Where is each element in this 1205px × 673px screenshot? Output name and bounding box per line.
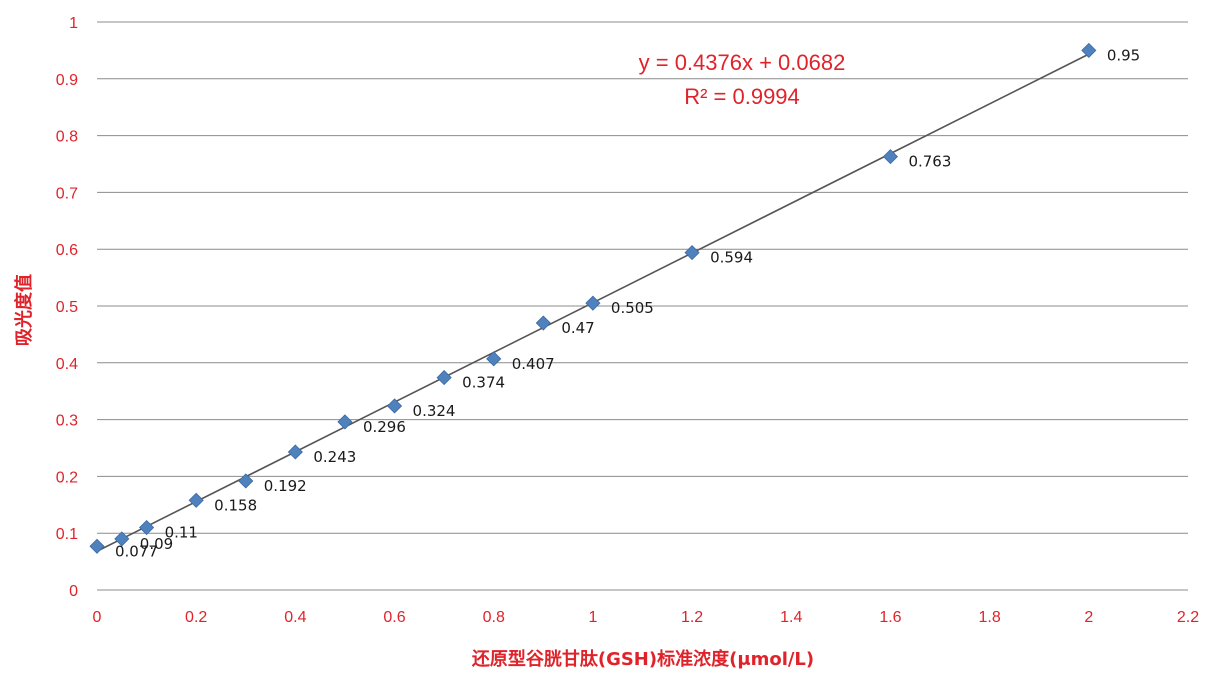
data-labels: 0.0770.090.110.1580.1920.2430.2960.3240.… [115, 46, 1140, 560]
y-tick-label: 0.9 [56, 72, 78, 89]
data-point [685, 246, 699, 260]
data-point [586, 296, 600, 310]
data-point [189, 493, 203, 507]
x-axis-title: 还原型谷胱甘肽(GSH)标准浓度(μmol/L) [471, 648, 814, 670]
y-tick-label: 0 [69, 583, 78, 600]
data-label: 0.324 [413, 402, 456, 420]
data-point [437, 371, 451, 385]
data-point [288, 445, 302, 459]
x-tick-label: 1.2 [681, 609, 703, 626]
r-squared-label: R² = 0.9994 [684, 84, 800, 109]
x-tick-label: 1 [588, 609, 597, 626]
data-point [338, 415, 352, 429]
y-tick-label: 0.7 [56, 185, 78, 202]
data-point [388, 399, 402, 413]
x-tick-label: 0.4 [284, 609, 306, 626]
y-axis-title: 吸光度值 [13, 274, 35, 346]
data-label: 0.505 [611, 299, 654, 317]
data-label: 0.243 [313, 448, 356, 466]
y-tick-label: 0.8 [56, 129, 78, 146]
data-point [1082, 43, 1096, 57]
x-tick-label: 1.4 [780, 609, 802, 626]
data-point [140, 521, 154, 535]
data-point [90, 539, 104, 553]
data-label: 0.95 [1107, 46, 1140, 64]
data-label: 0.296 [363, 418, 406, 436]
y-tick-label: 1 [69, 15, 78, 32]
data-point [536, 316, 550, 330]
data-label: 0.594 [710, 249, 753, 267]
x-tick-label: 1.6 [879, 609, 901, 626]
x-tick-label: 0.2 [185, 609, 207, 626]
data-label: 0.11 [165, 524, 198, 542]
x-tick-label: 0.6 [383, 609, 405, 626]
y-tick-label: 0.1 [56, 526, 78, 543]
data-label: 0.47 [561, 319, 594, 337]
trendline-equation: y = 0.4376x + 0.0682 [639, 50, 846, 75]
x-tick-label: 2.2 [1177, 609, 1199, 626]
y-tick-label: 0.6 [56, 242, 78, 259]
x-tick-label: 0.8 [483, 609, 505, 626]
y-tick-label: 0.5 [56, 299, 78, 316]
y-tick-label: 0.3 [56, 413, 78, 430]
data-label: 0.192 [264, 477, 307, 495]
data-label: 0.763 [908, 153, 951, 171]
y-tick-label: 0.4 [56, 356, 78, 373]
y-axis-tick-labels: 0 0.1 0.2 0.3 0.4 0.5 0.6 0.7 0.8 0.9 1 [56, 15, 78, 600]
data-point [487, 352, 501, 366]
x-tick-label: 0 [93, 609, 102, 626]
x-axis-tick-labels: 0 0.2 0.4 0.6 0.8 1 1.2 1.4 1.6 1.8 2 2.2 [93, 609, 1200, 626]
data-label: 0.374 [462, 374, 505, 392]
x-tick-label: 2 [1084, 609, 1093, 626]
x-tick-label: 1.8 [979, 609, 1001, 626]
y-tick-label: 0.2 [56, 469, 78, 486]
data-label: 0.158 [214, 496, 257, 514]
data-label: 0.407 [512, 355, 555, 373]
